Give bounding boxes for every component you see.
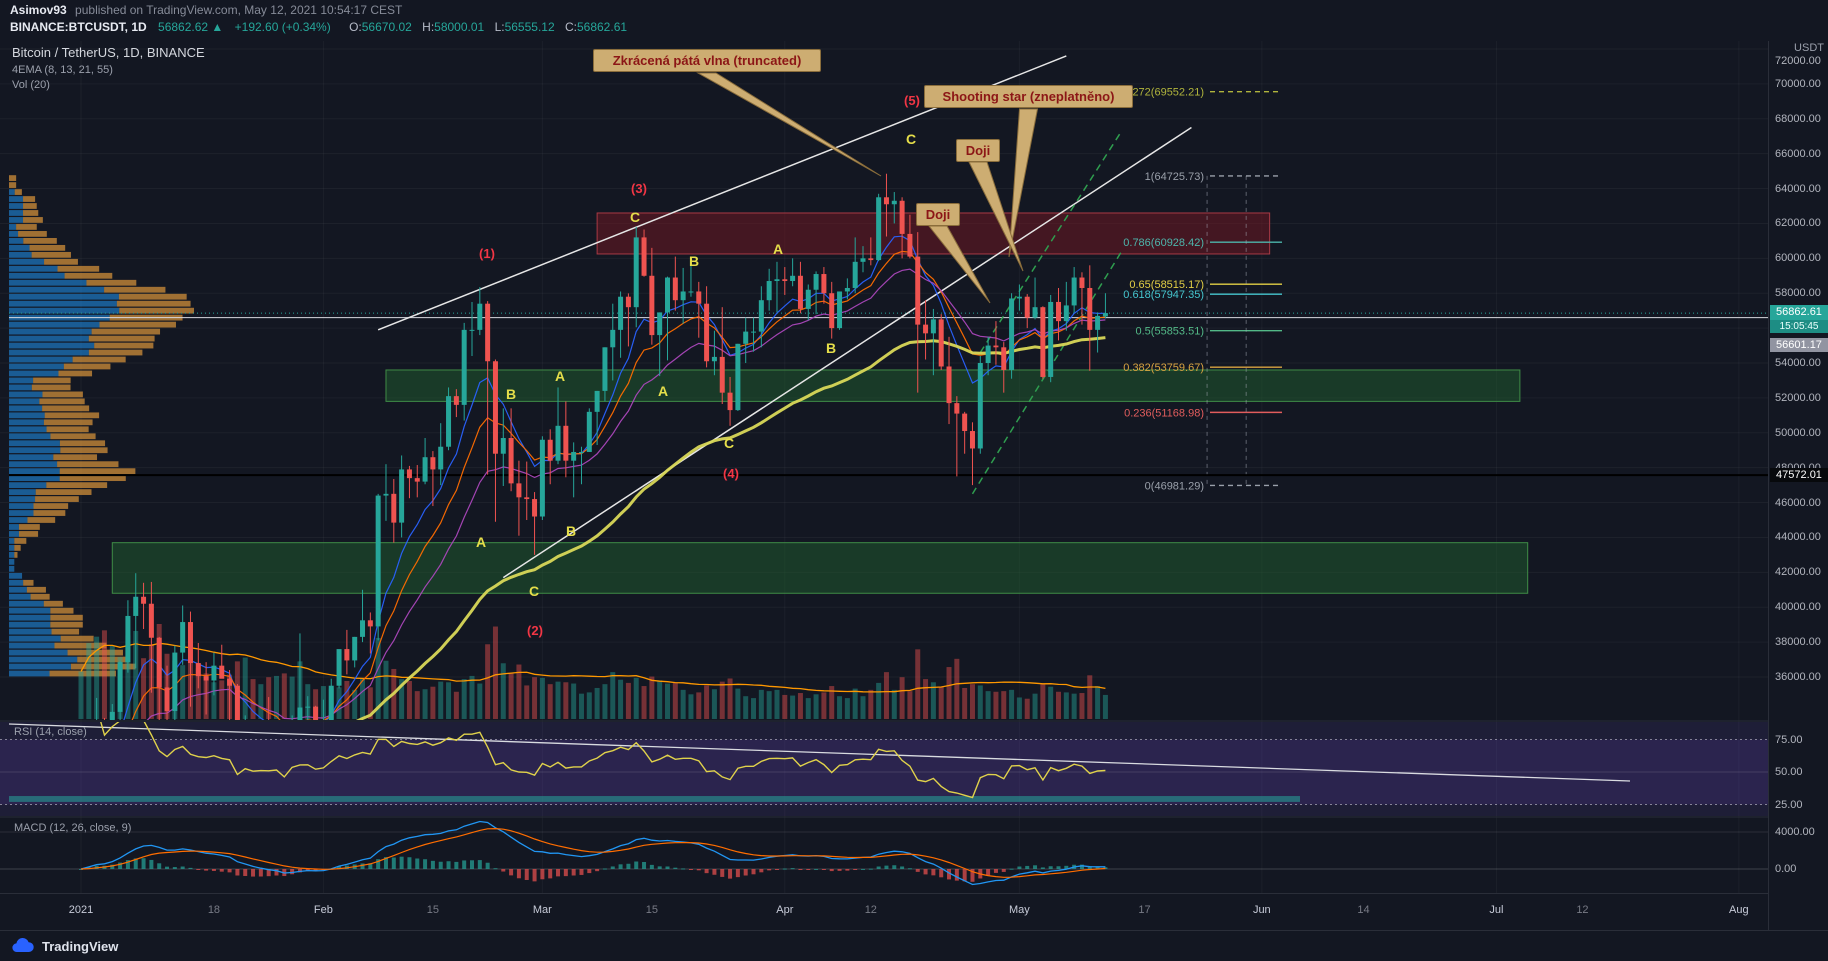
time-axis-label: 12 <box>864 904 877 916</box>
publish-info-bar: Asimov93 published on TradingView.com, M… <box>10 3 402 17</box>
axis-tick: 68000.00 <box>1775 112 1821 125</box>
current-price-value: 56862.61 <box>1770 305 1828 320</box>
high-value: 58000.01 <box>434 20 485 34</box>
chart-canvas[interactable] <box>0 41 1768 893</box>
rsi-indicator-label[interactable]: RSI (14, close) <box>14 726 87 738</box>
time-axis-label: Aug <box>1729 904 1749 916</box>
time-axis-label: 14 <box>1357 904 1370 916</box>
axis-tick: 50.00 <box>1775 766 1803 778</box>
annotation-callout: Doji <box>916 203 960 226</box>
symbol-info-bar: BINANCE:BTCUSDT, 1D 56862.62 ▲ +192.60 (… <box>10 20 627 34</box>
tradingview-logo-text[interactable]: TradingView <box>42 938 119 954</box>
axis-tick: 25.00 <box>1775 798 1803 811</box>
open-label: O: <box>349 20 362 34</box>
axis-tick: 38000.00 <box>1775 636 1821 649</box>
axis-tick: 70000.00 <box>1775 77 1821 90</box>
time-axis-label: Jul <box>1489 904 1504 916</box>
axis-tick: 50000.00 <box>1775 426 1821 439</box>
axis-tick: 60000.00 <box>1775 252 1821 265</box>
low-value: 56555.12 <box>504 20 555 34</box>
annotation-callout: Zkrácená pátá vlna (truncated) <box>593 49 821 72</box>
time-axis-label: Jun <box>1252 904 1271 916</box>
low-label: L: <box>494 20 505 34</box>
time-axis-label: 15 <box>426 904 440 916</box>
time-axis-label: May <box>1009 904 1030 916</box>
price-level-badge: 56601.17 <box>1770 338 1828 352</box>
publish-timestamp: published on TradingView.com, May 12, 20… <box>75 3 403 17</box>
symbol-name: BINANCE:BTCUSDT, 1D <box>10 20 147 34</box>
axis-tick: 4000.00 <box>1775 826 1815 838</box>
time-axis-label: 12 <box>1576 904 1589 916</box>
time-axis-label: Mar <box>532 904 552 916</box>
footer-bar: TradingView <box>0 930 1828 961</box>
open-value: 56670.02 <box>361 20 412 34</box>
axis-unit-label: USDT <box>1794 42 1824 54</box>
time-axis-label: 18 <box>207 904 221 916</box>
time-axis-label: 2021 <box>68 904 94 916</box>
tradingview-logo-icon[interactable] <box>10 937 36 955</box>
axis-tick: 64000.00 <box>1775 182 1821 195</box>
chart-legend: Bitcoin / TetherUS, 1D, BINANCE 4EMA (8,… <box>12 45 205 94</box>
axis-tick: 42000.00 <box>1775 566 1821 579</box>
axis-tick: 52000.00 <box>1775 391 1821 404</box>
axis-tick: 44000.00 <box>1775 531 1821 544</box>
axis-tick: 75.00 <box>1775 733 1803 746</box>
annotation-callout: Shooting star (zneplatněno) <box>924 85 1133 108</box>
axis-tick: 72000.00 <box>1775 55 1821 67</box>
axis-tick: 36000.00 <box>1775 671 1821 683</box>
axis-tick: 40000.00 <box>1775 601 1821 614</box>
time-axis-label: Feb <box>313 904 333 916</box>
bar-countdown: 15:05:45 <box>1770 320 1828 333</box>
legend-volume-indicator[interactable]: Vol (20) <box>12 79 50 91</box>
change-arrow-icon: ▲ <box>211 20 224 34</box>
time-axis-label: 17 <box>1138 904 1151 916</box>
last-price: 56862.62 <box>158 20 209 34</box>
axis-tick: 58000.00 <box>1775 287 1821 300</box>
current-price-badge: 56862.61 15:05:45 <box>1770 305 1828 333</box>
legend-symbol-title: Bitcoin / TetherUS, 1D, BINANCE <box>12 45 205 60</box>
time-axis-label: 15 <box>645 904 658 916</box>
axis-tick: 54000.00 <box>1775 357 1821 369</box>
author-name: Asimov93 <box>10 3 67 17</box>
price-change: +192.60 (+0.34%) <box>234 20 331 34</box>
annotation-callout: Doji <box>956 139 1000 162</box>
black-price-level-badge: 47572.01 <box>1770 468 1828 482</box>
legend-ema-indicator[interactable]: 4EMA (8, 13, 21, 55) <box>12 64 113 76</box>
axis-tick: 0.00 <box>1775 863 1797 875</box>
axis-tick: 62000.00 <box>1775 217 1821 230</box>
time-axis[interactable]: 2021 18 Feb 15 Mar 15 Apr 12 May 17 Jun 14 Jul 12 Aug <box>0 893 1768 931</box>
close-value: 56862.61 <box>576 20 628 34</box>
axis-tick: 46000.00 <box>1775 496 1821 509</box>
price-axis[interactable]: USDT 56862.61 15:05:45 56601.17 47572.01… <box>1768 41 1828 930</box>
time-axis-label: Apr <box>776 904 794 916</box>
high-label: H: <box>422 20 435 34</box>
axis-tick: 66000.00 <box>1775 147 1821 160</box>
close-label: C: <box>564 20 577 34</box>
macd-indicator-label[interactable]: MACD (12, 26, close, 9) <box>14 822 132 834</box>
